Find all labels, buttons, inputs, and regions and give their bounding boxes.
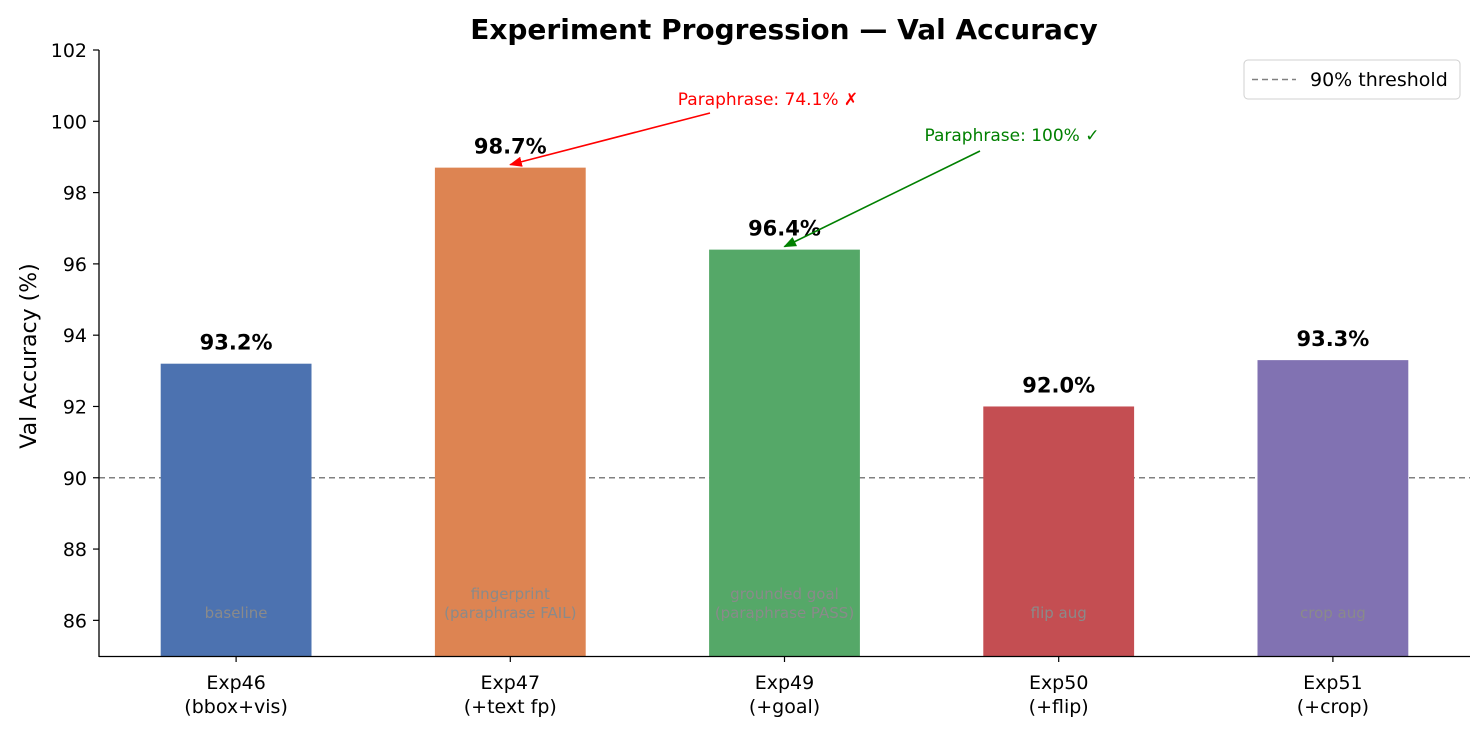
bar-value-label: 93.2% (200, 331, 273, 355)
y-tick-label: 90 (63, 468, 87, 490)
bar-value-label: 93.3% (1296, 327, 1369, 351)
x-tick-label: (bbox+vis) (184, 696, 288, 718)
bar-inner-label: flip aug (1031, 604, 1087, 622)
y-axis-label-group: Val Accuracy (%) (17, 263, 42, 448)
y-tick-label: 88 (63, 539, 87, 561)
x-tick-label: (+flip) (1029, 696, 1089, 718)
y-tick-label: 100 (51, 111, 87, 133)
bar-inner-label: (paraphrase FAIL) (444, 604, 576, 622)
x-tick-label: (+crop) (1297, 696, 1369, 718)
bar-inner-label: fingerprint (471, 585, 550, 603)
bar-inner-labels: baseline fingerprint(paraphrase FAIL) grou… (205, 585, 1366, 622)
bar (434, 167, 586, 656)
y-axis-ticks: 86 88 90 92 94 96 98 100 102 (51, 40, 99, 632)
bar-inner-label: crop aug (1300, 604, 1366, 622)
y-tick-label: 86 (63, 610, 87, 632)
axes (98, 50, 1470, 658)
x-tick-label: Exp47 (481, 672, 541, 694)
bar-inner-label: baseline (205, 604, 268, 622)
bar-value-labels: 93.2% 98.7% 96.4% 92.0% 93.3% (200, 135, 1370, 398)
bar-inner-label: (paraphrase PASS) (715, 604, 854, 622)
y-tick-label: 96 (63, 254, 87, 276)
x-tick-label: Exp46 (206, 672, 266, 694)
y-tick-label: 98 (63, 183, 87, 205)
x-tick-label: Exp51 (1303, 672, 1363, 694)
x-axis-ticks: Exp46(bbox+vis) Exp47(+text fp) Exp49(+goa… (184, 656, 1369, 718)
annotation-arrow (783, 150, 981, 248)
y-tick-label: 92 (63, 396, 87, 418)
bar-value-label: 92.0% (1022, 373, 1095, 397)
bar (709, 249, 860, 656)
annotation-arrow (509, 112, 711, 167)
bar (983, 406, 1135, 656)
bar-value-label: 98.7% (474, 135, 547, 159)
bar-value-label: 96.4% (748, 217, 821, 241)
y-tick-label: 102 (51, 40, 87, 62)
x-tick-label: (+text fp) (464, 696, 557, 718)
bar (1257, 360, 1409, 656)
x-tick-label: Exp49 (755, 672, 815, 694)
annotations: Paraphrase: 74.1% ✗ Paraphrase: 100% ✓ (509, 90, 1100, 248)
annotation-text: Paraphrase: 74.1% ✗ (678, 90, 858, 110)
bar-inner-label: grounded goal (730, 585, 839, 603)
legend-box (1243, 59, 1461, 100)
legend: 90% threshold (1243, 59, 1461, 100)
bars (160, 167, 1409, 656)
y-axis-label: Val Accuracy (%) (17, 263, 42, 448)
chart-title: Experiment Progression — Val Accuracy (470, 13, 1098, 46)
x-tick-label: (+goal) (749, 696, 820, 718)
legend-threshold-label: 90% threshold (1310, 69, 1448, 91)
y-tick-label: 94 (63, 325, 87, 347)
bar (160, 363, 312, 656)
x-tick-label: Exp50 (1029, 672, 1089, 694)
annotation-text: Paraphrase: 100% ✓ (925, 126, 1100, 146)
